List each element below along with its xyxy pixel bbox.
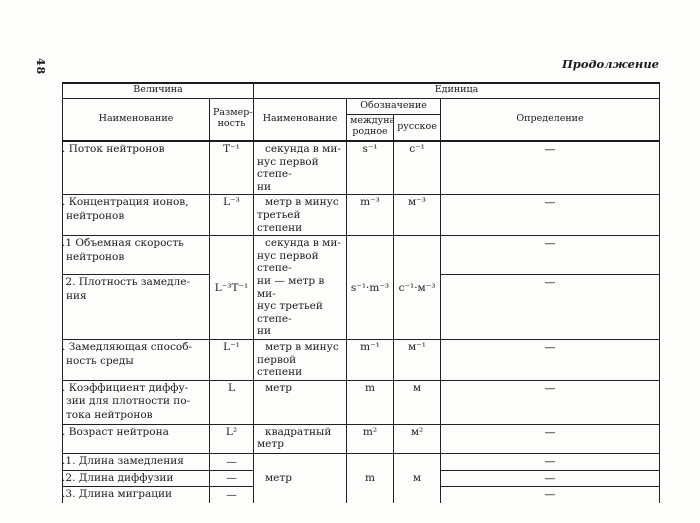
intl-symbol-cell: m⁻³ [346, 194, 395, 237]
quantity-name-cell: 10.44.1. Длина замедления [62, 452, 210, 471]
rus-symbol-cell: м [393, 452, 442, 504]
header-group-row: Величина Единица [61, 82, 661, 99]
quantity-name-cell: 10.40.1 Объемная скорость нейтронов [62, 235, 210, 275]
intl-symbol-cell: s⁻¹·m⁻³ [346, 235, 395, 340]
rus-symbol-cell: с⁻¹ [393, 140, 442, 196]
quantity-name-cell: 10.40 2. Плотность замедле- ния [62, 273, 210, 340]
dimension-cell: — [208, 486, 255, 504]
unit-name-cell: секунда в ми- нус первой степе- ни [253, 140, 348, 196]
definition-cell: — [440, 338, 661, 381]
table-row: 10.44.1. Длина замедления — метр m м — [62, 452, 661, 504]
header-unit-group: Единица [253, 82, 661, 99]
definition-cell: — [440, 140, 661, 196]
unit-name-cell: квадратный метр [253, 423, 348, 454]
header-quantity-group: Величина [61, 82, 255, 99]
definition-cell: — [440, 486, 661, 504]
rus-symbol-cell: м⁻³ [393, 194, 442, 237]
intl-symbol-cell: m⁻¹ [346, 338, 395, 381]
dimension-cell: L [208, 379, 255, 425]
rus-symbol-cell: м² [393, 423, 442, 454]
dimension-cell: T⁻¹ [208, 140, 255, 196]
quantity-name-cell: 10.42. Коэффициент диффу- зии для плотно… [62, 379, 210, 425]
definition-cell: — [440, 423, 661, 454]
quantity-name-cell: 10.44.2. Длина диффузии [62, 469, 210, 488]
header-row: Наименование Размер- ность Наименование … [62, 97, 661, 142]
header-designation: Обозначение [346, 97, 442, 115]
table-row: 10.41. Замедляющая способ- ность среды L… [62, 338, 661, 381]
rus-symbol-cell: м [393, 379, 442, 425]
dimension-cell: — [208, 452, 255, 471]
quantity-name-cell: 10.38. Поток нейтронов [62, 140, 210, 196]
rus-symbol-cell: м⁻¹ [393, 338, 442, 381]
intl-symbol-cell: m² [346, 423, 395, 454]
dimension-cell: L⁻³ [208, 194, 255, 237]
table-row: 10.44.2. Длина диффузии — — [62, 469, 661, 488]
header-russian: русское [393, 113, 442, 142]
intl-symbol-cell: m [346, 379, 395, 425]
dimension-cell: L⁻¹ [208, 338, 255, 381]
dimension-cell: L⁻³T⁻¹ [208, 235, 255, 340]
table-row: 10.40.1 Объемная скорость нейтронов L⁻³T… [62, 235, 661, 340]
definition-cell: — [440, 235, 661, 275]
rus-symbol-cell: с⁻¹·м⁻³ [393, 235, 442, 340]
definition-cell: — [440, 452, 661, 471]
header-definition: Определение [440, 97, 661, 142]
unit-name-cell: метр [253, 379, 348, 425]
unit-name-cell: метр [253, 452, 348, 504]
quantity-name-cell: 10.44.3. Длина миграции [62, 486, 210, 504]
header-quantity-name: Наименование [62, 97, 210, 142]
unit-name-cell: метр в минус третьей степени [253, 194, 348, 237]
definition-cell: — [440, 194, 661, 237]
definition-cell: — [440, 379, 661, 425]
dimension-cell: L² [208, 423, 255, 454]
quantities-units-table: Величина Единица Наименование Размер- но… [61, 82, 661, 504]
intl-symbol-cell: m [346, 452, 395, 504]
intl-symbol-cell: s⁻¹ [346, 140, 395, 196]
quantity-name-cell: 10.43. Возраст нейтрона [62, 423, 210, 454]
page-number: 48 [34, 57, 48, 76]
unit-name-cell: секунда в ми- нус первой степе- ни — мет… [253, 235, 348, 340]
header-unit-name: Наименование [253, 97, 348, 142]
header-designation-subrow: междуна- родное русское [63, 113, 660, 142]
unit-name-cell: метр в минус первой степени [253, 338, 348, 381]
header-international: междуна- родное [346, 113, 395, 142]
table-row: 10.43. Возраст нейтрона L² квадратный ме… [62, 423, 661, 454]
table-row: 10.39. Концентрация ионов, нейтронов L⁻³… [62, 194, 661, 237]
table-row: 10.44.3. Длина миграции — — [62, 486, 661, 504]
table-row: 10.42. Коэффициент диффу- зии для плотно… [62, 379, 661, 425]
definition-cell: — [440, 273, 661, 340]
table-row: 10.40 2. Плотность замедле- ния — [62, 273, 661, 340]
table-row: 10.38. Поток нейтронов T⁻¹ секунда в ми-… [62, 140, 661, 196]
quantity-name-cell: 10.41. Замедляющая способ- ность среды [62, 338, 210, 381]
header-dimension: Размер- ность [208, 97, 255, 142]
dimension-cell: — [208, 469, 255, 488]
continuation-label: Продолжение [561, 57, 659, 71]
definition-cell: — [440, 469, 661, 488]
quantity-name-cell: 10.39. Концентрация ионов, нейтронов [62, 194, 210, 237]
